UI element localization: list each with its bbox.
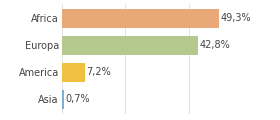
Text: 0,7%: 0,7%: [66, 94, 90, 104]
Bar: [62, 63, 85, 82]
Bar: [62, 36, 198, 55]
Text: 7,2%: 7,2%: [86, 67, 111, 77]
Bar: [62, 90, 64, 109]
Bar: [62, 9, 219, 28]
Text: 42,8%: 42,8%: [200, 40, 230, 50]
Text: 49,3%: 49,3%: [220, 13, 251, 23]
